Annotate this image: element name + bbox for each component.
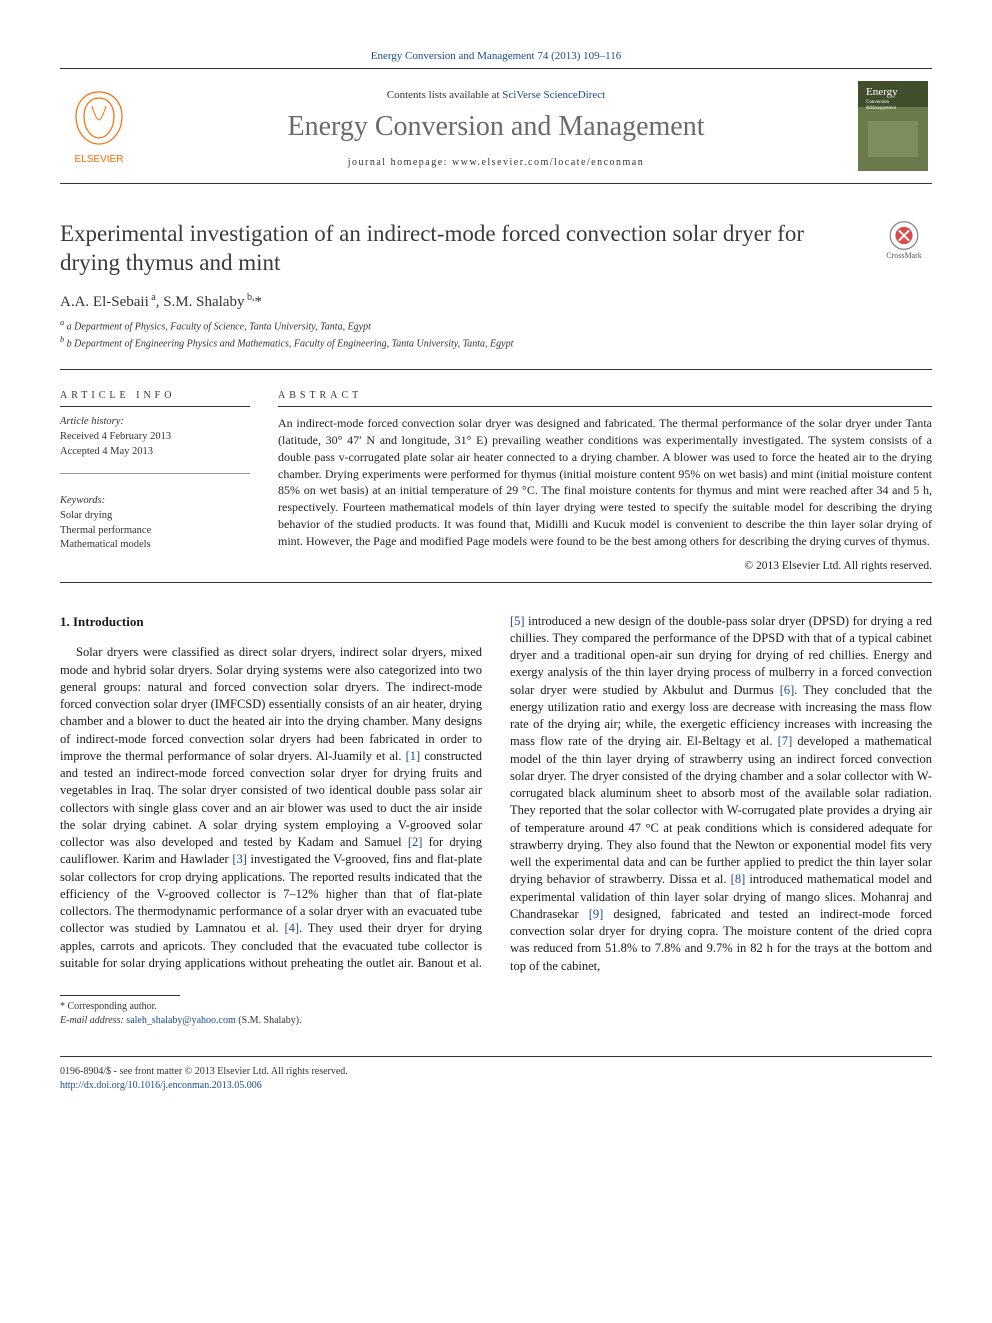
- crossmark-badge[interactable]: CrossMark: [876, 220, 932, 260]
- body-columns: 1. Introduction Solar dryers were classi…: [60, 613, 932, 975]
- contents-line: Contents lists available at SciVerse Sci…: [134, 89, 858, 101]
- homepage-url[interactable]: www.elsevier.com/locate/enconman: [452, 157, 644, 168]
- sciencedirect-link[interactable]: SciVerse ScienceDirect: [502, 89, 605, 101]
- crossmark-label: CrossMark: [886, 251, 922, 260]
- info-abstract-row: ARTICLE INFO Article history: Received 4…: [60, 390, 932, 571]
- ref-link[interactable]: [9]: [589, 907, 604, 921]
- ref-link[interactable]: [8]: [731, 872, 746, 886]
- affiliations: a a Department of Physics, Faculty of Sc…: [60, 317, 932, 352]
- keyword-2: Thermal performance: [60, 524, 250, 539]
- article-info: ARTICLE INFO Article history: Received 4…: [60, 390, 250, 571]
- affiliation-b: b b Department of Engineering Physics an…: [60, 334, 932, 351]
- received-date: Received 4 February 2013: [60, 430, 250, 445]
- rule-above-info: [60, 369, 932, 370]
- abstract-text: An indirect-mode forced convection solar…: [278, 415, 932, 549]
- section-heading-1: 1. Introduction: [60, 613, 482, 631]
- keyword-1: Solar drying: [60, 509, 250, 524]
- crossmark-icon: [886, 220, 922, 251]
- journal-header-reference[interactable]: Energy Conversion and Management 74 (201…: [60, 50, 932, 62]
- elsevier-logo: ELSEVIER: [64, 86, 134, 170]
- contents-prefix: Contents lists available at: [387, 89, 502, 101]
- ref-link[interactable]: [6]: [780, 683, 795, 697]
- email-line: E-mail address: saleh_shalaby@yahoo.com …: [60, 1014, 932, 1028]
- abstract: ABSTRACT An indirect-mode forced convect…: [278, 390, 932, 571]
- svg-text:Energy: Energy: [866, 86, 898, 98]
- ref-link[interactable]: [4]: [284, 921, 299, 935]
- history-label: Article history:: [60, 415, 250, 430]
- title-row: Experimental investigation of an indirec…: [60, 220, 932, 278]
- ref-link[interactable]: [3]: [232, 852, 247, 866]
- svg-text:ELSEVIER: ELSEVIER: [75, 154, 124, 165]
- svg-text:Conversion: Conversion: [866, 100, 890, 105]
- ref-link[interactable]: [2]: [408, 835, 423, 849]
- doi-link[interactable]: http://dx.doi.org/10.1016/j.enconman.201…: [60, 1079, 932, 1093]
- journal-name: Energy Conversion and Management: [134, 111, 858, 143]
- intro-paragraph: Solar dryers were classified as direct s…: [60, 613, 932, 975]
- author-2: S.M. Shalaby: [163, 294, 244, 310]
- journal-cover-thumb: Energy Conversion &Management: [858, 81, 928, 175]
- header-center: Contents lists available at SciVerse Sci…: [134, 89, 858, 168]
- rule-top: [60, 68, 932, 69]
- author-2-aff: b,: [244, 292, 254, 303]
- email-label: E-mail address:: [60, 1015, 126, 1026]
- rule-above-body: [60, 582, 932, 583]
- article-title: Experimental investigation of an indirec…: [60, 220, 876, 278]
- keyword-3: Mathematical models: [60, 538, 250, 553]
- svg-text:&Management: &Management: [866, 106, 897, 111]
- ref-link[interactable]: [5]: [510, 614, 525, 628]
- footnote-rule: [60, 995, 180, 996]
- corresponding-marker: *: [254, 294, 262, 310]
- front-matter: 0196-8904/$ - see front matter © 2013 El…: [60, 1065, 932, 1079]
- author-1-aff: a: [149, 292, 156, 303]
- keywords: Keywords: Solar drying Thermal performan…: [60, 494, 250, 553]
- keywords-label: Keywords:: [60, 494, 250, 509]
- corresponding-note: * Corresponding author.: [60, 1000, 932, 1014]
- article-info-label: ARTICLE INFO: [60, 390, 250, 407]
- authors: A.A. El-Sebaii a, S.M. Shalaby b,*: [60, 292, 932, 311]
- email-suffix: (S.M. Shalaby).: [236, 1015, 302, 1026]
- copyright: © 2013 Elsevier Ltd. All rights reserved…: [278, 560, 932, 572]
- ref-link[interactable]: [7]: [778, 734, 793, 748]
- journal-header: ELSEVIER Contents lists available at Sci…: [60, 73, 932, 179]
- corresponding-email[interactable]: saleh_shalaby@yahoo.com: [126, 1015, 235, 1026]
- rule-header-bottom: [60, 183, 932, 184]
- accepted-date: Accepted 4 May 2013: [60, 445, 250, 460]
- article-history: Article history: Received 4 February 201…: [60, 415, 250, 459]
- abstract-label: ABSTRACT: [278, 390, 932, 407]
- ref-link[interactable]: [1]: [406, 749, 421, 763]
- journal-homepage: journal homepage: www.elsevier.com/locat…: [134, 157, 858, 168]
- footer-bottom-rule: [60, 1056, 932, 1057]
- page-footer: * Corresponding author. E-mail address: …: [60, 995, 932, 1093]
- rule-info-mid: [60, 473, 250, 474]
- homepage-prefix: journal homepage:: [348, 157, 452, 168]
- author-1: A.A. El-Sebaii: [60, 294, 149, 310]
- affiliation-a: a a Department of Physics, Faculty of Sc…: [60, 317, 932, 334]
